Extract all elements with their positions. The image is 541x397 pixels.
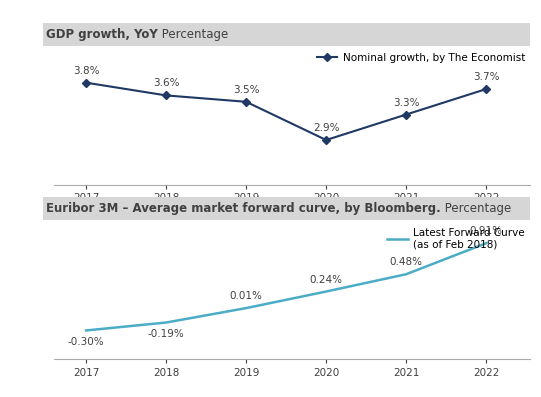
Text: Euribor 3M – Average market forward curve, by Bloomberg.: Euribor 3M – Average market forward curv… (46, 202, 441, 215)
Text: 0.48%: 0.48% (390, 257, 423, 267)
Text: 0.01%: 0.01% (230, 291, 262, 301)
Text: GDP growth, YoY: GDP growth, YoY (46, 28, 158, 40)
Text: Percentage: Percentage (158, 28, 228, 40)
Text: -0.19%: -0.19% (148, 330, 184, 339)
Text: 3.5%: 3.5% (233, 85, 259, 95)
Text: Percentage: Percentage (441, 202, 511, 215)
Text: 3.8%: 3.8% (73, 66, 100, 76)
Text: 2.9%: 2.9% (313, 123, 339, 133)
Text: 3.6%: 3.6% (153, 79, 180, 89)
Text: 3.3%: 3.3% (393, 98, 419, 108)
Legend: Latest Forward Curve
(as of Feb 2018): Latest Forward Curve (as of Feb 2018) (383, 224, 529, 253)
Text: 3.7%: 3.7% (473, 72, 499, 82)
Text: 0.24%: 0.24% (309, 275, 342, 285)
Text: 0.91%: 0.91% (470, 226, 503, 236)
Text: -0.30%: -0.30% (68, 337, 104, 347)
Legend: Nominal growth, by The Economist: Nominal growth, by The Economist (312, 49, 529, 67)
